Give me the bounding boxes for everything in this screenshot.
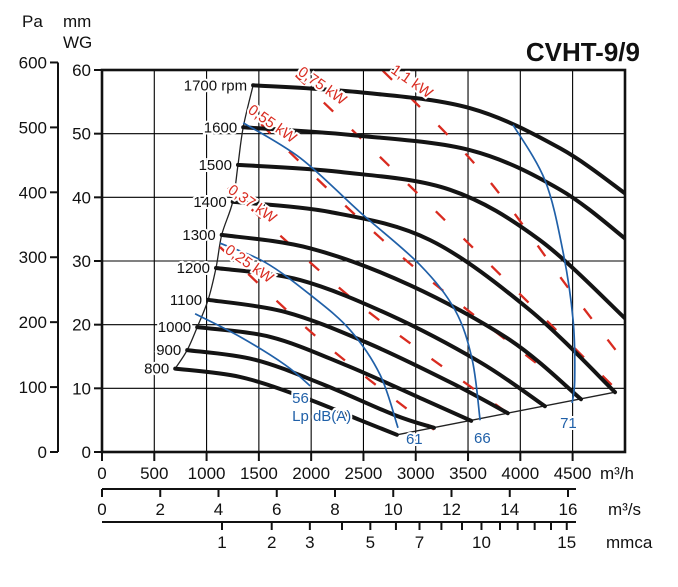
pa-tick-label: 600 [19,53,47,72]
mmca-tick-label: 2 [267,533,276,552]
fan-curve-1200rpm [214,266,547,409]
m3h-unit-label: m³/h [600,464,634,483]
m3h-tick-label: 2500 [345,464,383,483]
m3s-tick-label: 0 [97,500,106,519]
noise-label-66: 66 [474,430,491,447]
surge-line [174,85,254,369]
rpm-label-1400: 1400 [193,194,226,211]
m3h-tick-label: 3000 [397,464,435,483]
m3h-tick-label: 2000 [292,464,330,483]
rpm-label-1700: 1700 rpm [184,77,247,94]
noise-label-71: 71 [560,415,577,432]
mmwg-tick-label: 30 [72,252,91,271]
rpm-label-1500: 1500 [199,157,232,174]
m3h-tick-label: 4000 [501,464,539,483]
m3h-tick-label: 1000 [188,464,226,483]
rpm-label-1100: 1100 [170,292,202,309]
mmwg-tick-label: 50 [72,125,91,144]
m3s-tick-label: 12 [442,500,461,519]
m3s-tick-label: 10 [384,500,403,519]
fan-curve-1400rpm [230,199,617,395]
rpm-label-900: 900 [156,342,181,359]
power-curve-075kW [287,69,618,392]
noise-label-56: 56 [292,390,309,407]
mmwg-tick-label: 0 [82,443,91,462]
fan-curve-1700rpm [251,83,626,197]
pa-tick-label: 0 [38,443,47,462]
mmwg-axis-title: mm WG [63,12,92,52]
m3h-tick-label: 1500 [240,464,278,483]
rpm-label-1600: 1600 [204,119,237,136]
rpm-label-1200: 1200 [177,260,210,277]
m3h-tick-label: 0 [97,464,106,483]
noise-curve-71db [512,124,576,404]
fan-curve-1000rpm [195,325,474,423]
mmca-tick-label: 3 [305,533,314,552]
pa-tick-label: 300 [19,248,47,267]
mmca-tick-label: 15 [557,533,576,552]
m3s-tick-label: 2 [156,500,165,519]
noise-label-61: 61 [406,431,423,448]
m3h-tick-label: 3500 [449,464,487,483]
fan-curve-1300rpm [219,232,583,402]
rpm-label-800: 800 [144,361,169,378]
mmca-unit-label: mmca [606,533,653,552]
m3s-unit-label: m³/s [608,500,641,519]
mmca-tick-label: 1 [217,533,226,552]
mmwg-tick-label: 40 [72,188,91,207]
mmca-tick-label: 7 [415,533,424,552]
mmwg-tick-label: 60 [72,61,91,80]
pa-axis-title: Pa [22,12,43,31]
m3s-tick-label: 6 [272,500,281,519]
mmca-tick-label: 10 [472,533,491,552]
m3h-tick-label: 4500 [554,464,592,483]
fan-curve-800rpm [173,366,399,437]
pa-tick-label: 400 [19,183,47,202]
rpm-label-1300: 1300 [182,227,215,244]
noise-curve-66db [242,122,481,421]
mmwg-tick-label: 10 [72,379,91,398]
m3s-tick-label: 16 [559,500,578,519]
power-curve-037kW [227,186,509,415]
curve-labels-layer: 800 900 1000 1100 1200 1300 1400 1500 1600 1700 r… [142,59,579,449]
fan-curve-900rpm [185,348,436,430]
noise-curve-56db [194,313,311,387]
noise-unit-label: Lp dB(A) [292,408,351,425]
m3h-tick-label: 500 [140,464,168,483]
pa-tick-label: 200 [19,313,47,332]
fan-curve-1500rpm [236,162,626,322]
fan-curve-1100rpm [206,297,510,416]
fan-curve-1600rpm [241,125,626,242]
mmca-tick-label: 5 [366,533,375,552]
pa-tick-label: 500 [19,118,47,137]
power-curve-11kW [379,69,626,366]
mmwg-tick-label: 20 [72,316,91,335]
m3s-tick-label: 4 [214,500,223,519]
pa-tick-label: 100 [19,378,47,397]
curves-layer [173,69,626,437]
noise-curve-61db [219,242,399,429]
m3s-tick-label: 14 [500,500,519,519]
page-title: CVHT-9/9 [526,37,640,67]
m3s-tick-label: 8 [330,500,339,519]
rpm-label-1000: 1000 [158,319,191,336]
